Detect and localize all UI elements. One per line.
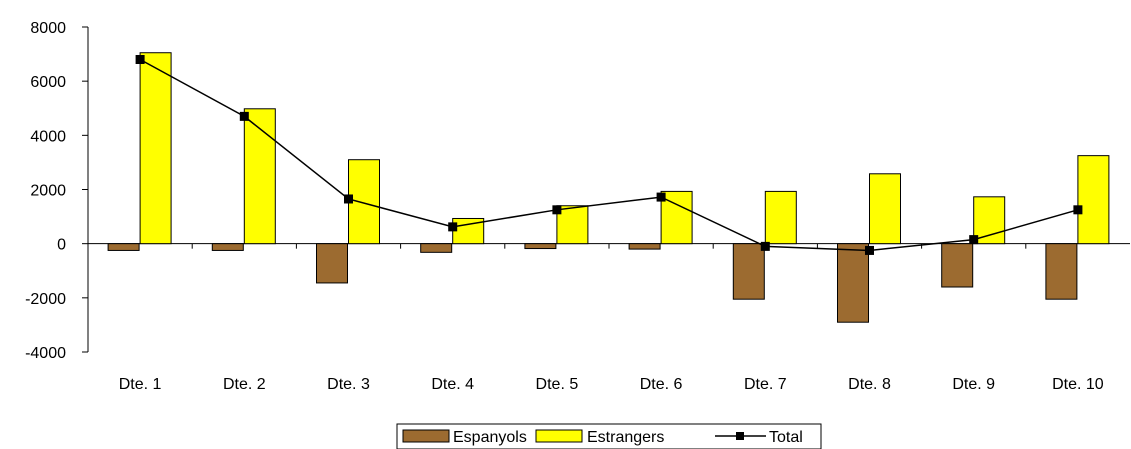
legend-label-total: Total <box>769 429 803 446</box>
legend-label-espanyols: Espanyols <box>453 429 527 446</box>
y-tick-label: 0 <box>57 237 66 254</box>
x-axis: Dte. 1 Dte. 2 Dte. 3 Dte. 4 Dte. 5 Dte. 6 Dte.… <box>88 243 1130 393</box>
legend-label-estrangers: Estrangers <box>587 429 664 446</box>
total-line-path <box>139 58 1079 252</box>
x-tick-label: Dte. 9 <box>952 376 995 393</box>
bar-espanyols <box>837 243 869 323</box>
x-tick-label: Dte. 7 <box>744 376 787 393</box>
y-tick-label: 4000 <box>30 128 66 145</box>
bar-espanyols <box>420 243 453 253</box>
x-tick-label: Dte. 3 <box>327 376 370 393</box>
y-axis: -4000 -2000 0 2000 4000 6000 8000 <box>25 20 89 362</box>
total-point <box>865 245 874 255</box>
bar-estrangers <box>973 196 1006 245</box>
x-tick-label: Dte. 2 <box>223 376 266 393</box>
bar-espanyols <box>941 243 974 288</box>
total-point <box>969 235 979 245</box>
total-point <box>135 55 145 64</box>
x-tick-label: Dte. 6 <box>640 376 683 393</box>
bar-estrangers <box>348 159 380 245</box>
total-point <box>239 111 249 121</box>
bars <box>107 52 1110 323</box>
bar-espanyols <box>107 243 140 251</box>
legend-swatch-estrangers <box>535 429 583 443</box>
bar-espanyols <box>628 243 661 250</box>
y-tick-label: 6000 <box>30 74 66 91</box>
x-tick-label: Dte. 10 <box>1052 376 1104 393</box>
total-line <box>135 55 1083 255</box>
legend-swatch-espanyols <box>402 429 450 443</box>
total-point <box>552 205 562 215</box>
y-tick-label: -4000 <box>25 345 66 362</box>
bar-estrangers <box>764 190 797 245</box>
x-tick-label: Dte. 8 <box>848 376 891 393</box>
x-tick-label: Dte. 4 <box>431 376 474 393</box>
legend: Espanyols Estrangers Total <box>396 423 822 449</box>
bar-estrangers <box>1077 155 1110 245</box>
y-tick-label: 8000 <box>30 20 66 37</box>
bar-espanyols <box>316 243 348 284</box>
x-tick-label: Dte. 5 <box>536 376 579 393</box>
bar-espanyols <box>524 243 557 250</box>
bar-estrangers <box>869 173 901 245</box>
total-point <box>1073 205 1083 215</box>
bar-espanyols <box>732 243 765 300</box>
total-point <box>448 222 458 232</box>
y-tick-label: 2000 <box>30 183 66 200</box>
bar-estrangers <box>139 52 172 245</box>
legend-marker-total <box>736 432 744 440</box>
bar-espanyols <box>1045 243 1078 300</box>
total-point <box>344 194 353 204</box>
x-tick-label: Dte. 1 <box>119 376 162 393</box>
total-point <box>656 192 666 202</box>
bar-estrangers <box>556 205 589 245</box>
bar-estrangers <box>243 108 276 245</box>
y-tick-label: -2000 <box>25 291 66 308</box>
bar-espanyols <box>211 243 244 251</box>
total-point <box>760 241 770 251</box>
